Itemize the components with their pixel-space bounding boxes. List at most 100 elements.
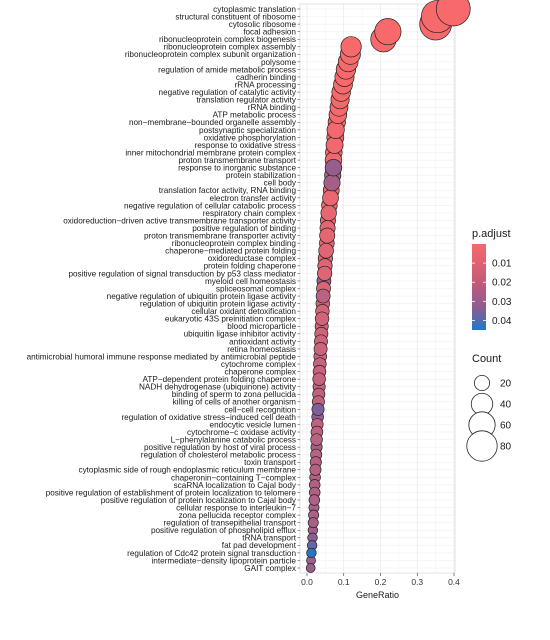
size-legend-label: 40: [500, 400, 512, 411]
x-tick-label: 0.1: [338, 577, 350, 587]
term-label: ribonucleoprotein complex binding: [172, 239, 297, 248]
size-legend-label: 20: [500, 379, 512, 390]
color-tick-label: 0.04: [492, 316, 512, 327]
term-point: [322, 189, 339, 207]
term-label: positive regulation of protein localizat…: [101, 496, 297, 505]
color-tick-label: 0.01: [492, 259, 512, 270]
term-point: [315, 288, 331, 304]
term-label: blood microparticle: [227, 322, 296, 331]
term-point: [319, 227, 336, 244]
term-label: myeloid cell homeostasis: [205, 277, 296, 286]
size-legend-items: 20 40 60 80: [466, 374, 512, 462]
term-label: binding of sperm to zona pellucida: [172, 390, 297, 399]
term-label: antioxidant activity: [229, 337, 297, 346]
term-label: ribonucleoprotein complex biogenesis: [159, 35, 296, 44]
term-label: chaperone−mediated protein folding: [165, 247, 296, 256]
term-label: cadherin binding: [236, 73, 297, 82]
term-label: positive regulation of establishment of …: [46, 488, 297, 497]
term-label: zona pellucida receptor complex: [179, 511, 296, 520]
size-legend-label: 60: [500, 421, 512, 432]
x-axis-title: GeneRatio: [356, 590, 399, 600]
term-label: structural constituent of ribosome: [175, 12, 296, 21]
term-label: eukaryotic 43S preinitiation complex: [165, 315, 296, 324]
term-label: cell−cell recognition: [224, 405, 296, 414]
term-label: response to inorganic substance: [178, 164, 296, 173]
term-label: response to oxidative stress: [195, 141, 296, 150]
x-tick-label: 0.2: [375, 577, 387, 587]
term-label: chaperonin−containing T−complex: [171, 473, 296, 482]
term-label: antimicrobial humoral immune response me…: [27, 352, 297, 361]
term-label: positive regulation of binding: [192, 224, 296, 233]
term-label: scaRNA localization to Cajal body: [174, 481, 297, 490]
color-legend-bar: [472, 244, 486, 330]
term-label: ribonucleoprotein complex subunit organi…: [125, 50, 297, 59]
size-legend-title: Count: [472, 353, 501, 365]
term-label: cytosolic ribosome: [229, 20, 297, 29]
term-label: cellular response to interleukin−7: [176, 503, 296, 512]
term-label: regulation of cholesterol metabolic proc…: [141, 451, 296, 460]
term-point: [312, 372, 326, 386]
term-label: negative regulation of cellular cataboli…: [124, 201, 296, 210]
size-legend-circle: [473, 374, 491, 392]
color-legend-title: p.adjust: [472, 228, 511, 240]
term-point: [313, 341, 328, 356]
term-label: cytochrome complex: [221, 360, 296, 369]
term-label: regulation of ubiquitin protein ligase a…: [140, 300, 297, 309]
term-label: proton transmembrane transport: [179, 156, 297, 165]
term-label: spliceosomal complex: [216, 284, 296, 293]
term-label: negative regulation of ubiquitin protein…: [107, 292, 297, 301]
term-label: polysome: [261, 58, 296, 67]
term-point: [435, 0, 471, 27]
term-point: [306, 547, 317, 559]
term-label: respiratory chain complex: [203, 209, 296, 218]
term-label: cytoplasmic translation: [213, 5, 296, 14]
term-label: protein folding chaperone: [204, 262, 297, 271]
term-label: oxidative phosphorylation: [204, 133, 297, 142]
term-label: GAIT complex: [244, 564, 296, 573]
term-label: electron transfer activity: [210, 194, 297, 203]
term-label: fat pad development: [222, 541, 297, 550]
term-label: intermediate−density lipoprotein particl…: [151, 556, 296, 565]
term-label: regulation of oxidative stress−induced c…: [121, 413, 296, 422]
term-point: [374, 18, 402, 46]
term-label: non−membrane−bounded organelle assembly: [129, 118, 297, 127]
x-tick-label: 0.3: [411, 577, 423, 587]
term-point: [310, 433, 323, 446]
term-label: translation factor activity, RNA binding: [159, 186, 297, 195]
term-point: [325, 136, 344, 154]
data-points: [305, 0, 471, 573]
term-label: cell body: [264, 179, 297, 188]
term-label: postsynaptic specialization: [199, 126, 296, 135]
term-label: ATP−dependent protein folding chaperone: [143, 375, 297, 384]
term-label: positive regulation of signal transducti…: [68, 269, 296, 278]
term-label: proton transmembrane transporter activit…: [144, 232, 297, 241]
term-label: translation regulator activity: [196, 96, 297, 105]
term-label: oxidoreduction−driven active transmembra…: [63, 216, 297, 225]
term-label: ATP metabolic process: [213, 111, 296, 120]
term-label: cytochrome−c oxidase activity: [187, 428, 297, 437]
term-label: positive regulation by host of viral pro…: [144, 443, 296, 452]
x-tick-label: 0.4: [448, 577, 460, 587]
term-point: [318, 242, 334, 259]
term-point: [309, 463, 322, 476]
size-legend-label: 80: [500, 442, 512, 453]
term-label: ribonucleoprotein complex assembly: [164, 43, 297, 52]
term-label: inner mitochondrial membrane protein com…: [125, 148, 296, 157]
term-point: [340, 36, 362, 58]
term-label: rRNA processing: [235, 80, 297, 89]
term-label: positive regulation of phospholipid effl…: [151, 526, 296, 535]
term-point: [324, 158, 343, 177]
term-point: [323, 174, 341, 192]
x-tick-label: 0.0: [301, 577, 313, 587]
color-tick-label: 0.03: [492, 297, 512, 308]
term-point: [326, 120, 345, 139]
term-label: ubiquitin ligase inhibitor activity: [184, 330, 297, 339]
term-label: negative regulation of catalytic activit…: [159, 88, 297, 97]
term-point: [308, 494, 321, 506]
x-axis-ticks: 0.0 0.1 0.2 0.3 0.4: [301, 573, 460, 587]
term-label: rRNA binding: [248, 103, 297, 112]
term-point: [305, 563, 316, 573]
grid-lines: [300, 4, 455, 573]
